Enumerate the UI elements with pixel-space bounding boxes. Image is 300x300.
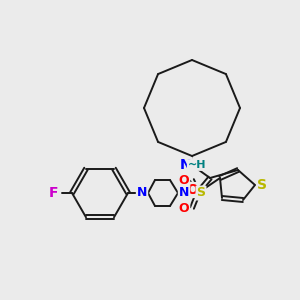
Text: F: F [49,186,59,200]
Text: N: N [180,158,192,172]
Text: ~H: ~H [188,160,206,170]
Text: O: O [179,173,189,187]
Text: S: S [257,178,267,192]
Text: S: S [196,187,206,200]
Text: N: N [179,187,189,200]
Text: O: O [186,183,198,197]
Text: N: N [137,187,147,200]
Text: O: O [179,202,189,214]
